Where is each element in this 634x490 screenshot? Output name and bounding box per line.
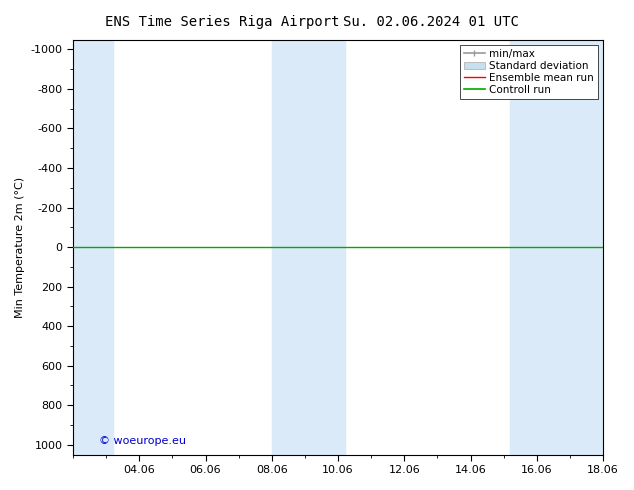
- Text: © woeurope.eu: © woeurope.eu: [100, 436, 186, 446]
- Y-axis label: Min Temperature 2m (°C): Min Temperature 2m (°C): [15, 176, 25, 318]
- Text: ENS Time Series Riga Airport: ENS Time Series Riga Airport: [105, 15, 339, 29]
- Bar: [73, 40, 113, 455]
- Bar: [510, 40, 603, 455]
- Text: Su. 02.06.2024 01 UTC: Su. 02.06.2024 01 UTC: [343, 15, 519, 29]
- Legend: min/max, Standard deviation, Ensemble mean run, Controll run: min/max, Standard deviation, Ensemble me…: [460, 45, 598, 99]
- Bar: [272, 40, 345, 455]
